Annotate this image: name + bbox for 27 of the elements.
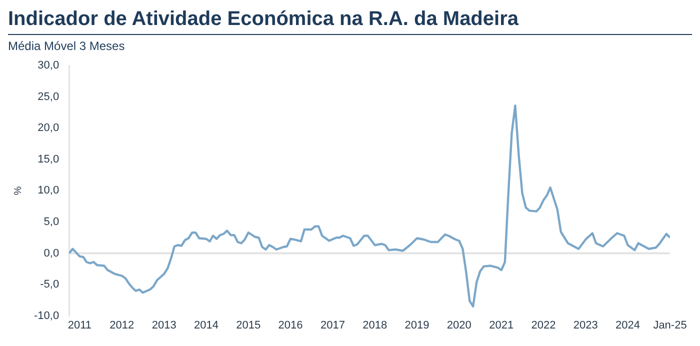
x-tick-label: 2015 [236, 319, 261, 332]
x-tick-label: 2024 [616, 319, 640, 332]
y-tick-label: 10,0 [38, 184, 60, 197]
x-tick-label: 2018 [362, 319, 388, 332]
y-tick-label: -10,0 [34, 310, 60, 322]
x-tick-label: 2021 [489, 319, 514, 332]
x-tick-label: 2023 [573, 319, 598, 332]
x-tick-label: 2017 [320, 319, 345, 332]
x-tick-label: 2011 [68, 319, 92, 332]
x-tick-label: 2020 [446, 319, 472, 332]
y-tick-label: 0,0 [44, 247, 60, 260]
x-tick-label: Jan-25 [653, 319, 687, 332]
y-tick-label: 5,0 [44, 216, 60, 228]
y-axis-title: % [12, 186, 24, 196]
chart-subtitle: Média Móvel 3 Meses [8, 39, 126, 53]
x-tick-label: 2012 [110, 319, 134, 332]
y-tick-label: -5,0 [40, 278, 60, 291]
x-tick-label: 2019 [404, 319, 430, 332]
x-tick-label: 2016 [278, 319, 303, 332]
x-tick-label: 2014 [194, 319, 218, 332]
x-tick-label: 2013 [152, 319, 176, 332]
y-tick-label: 20,0 [38, 122, 60, 134]
y-tick-label: 15,0 [38, 153, 60, 166]
y-tick-label: 25,0 [38, 90, 60, 103]
x-tick-label: 2022 [531, 319, 556, 332]
chart-title: Indicador de Atividade Económica na R.A. da Madeira [8, 8, 692, 35]
y-tick-label: 30,0 [38, 60, 60, 72]
